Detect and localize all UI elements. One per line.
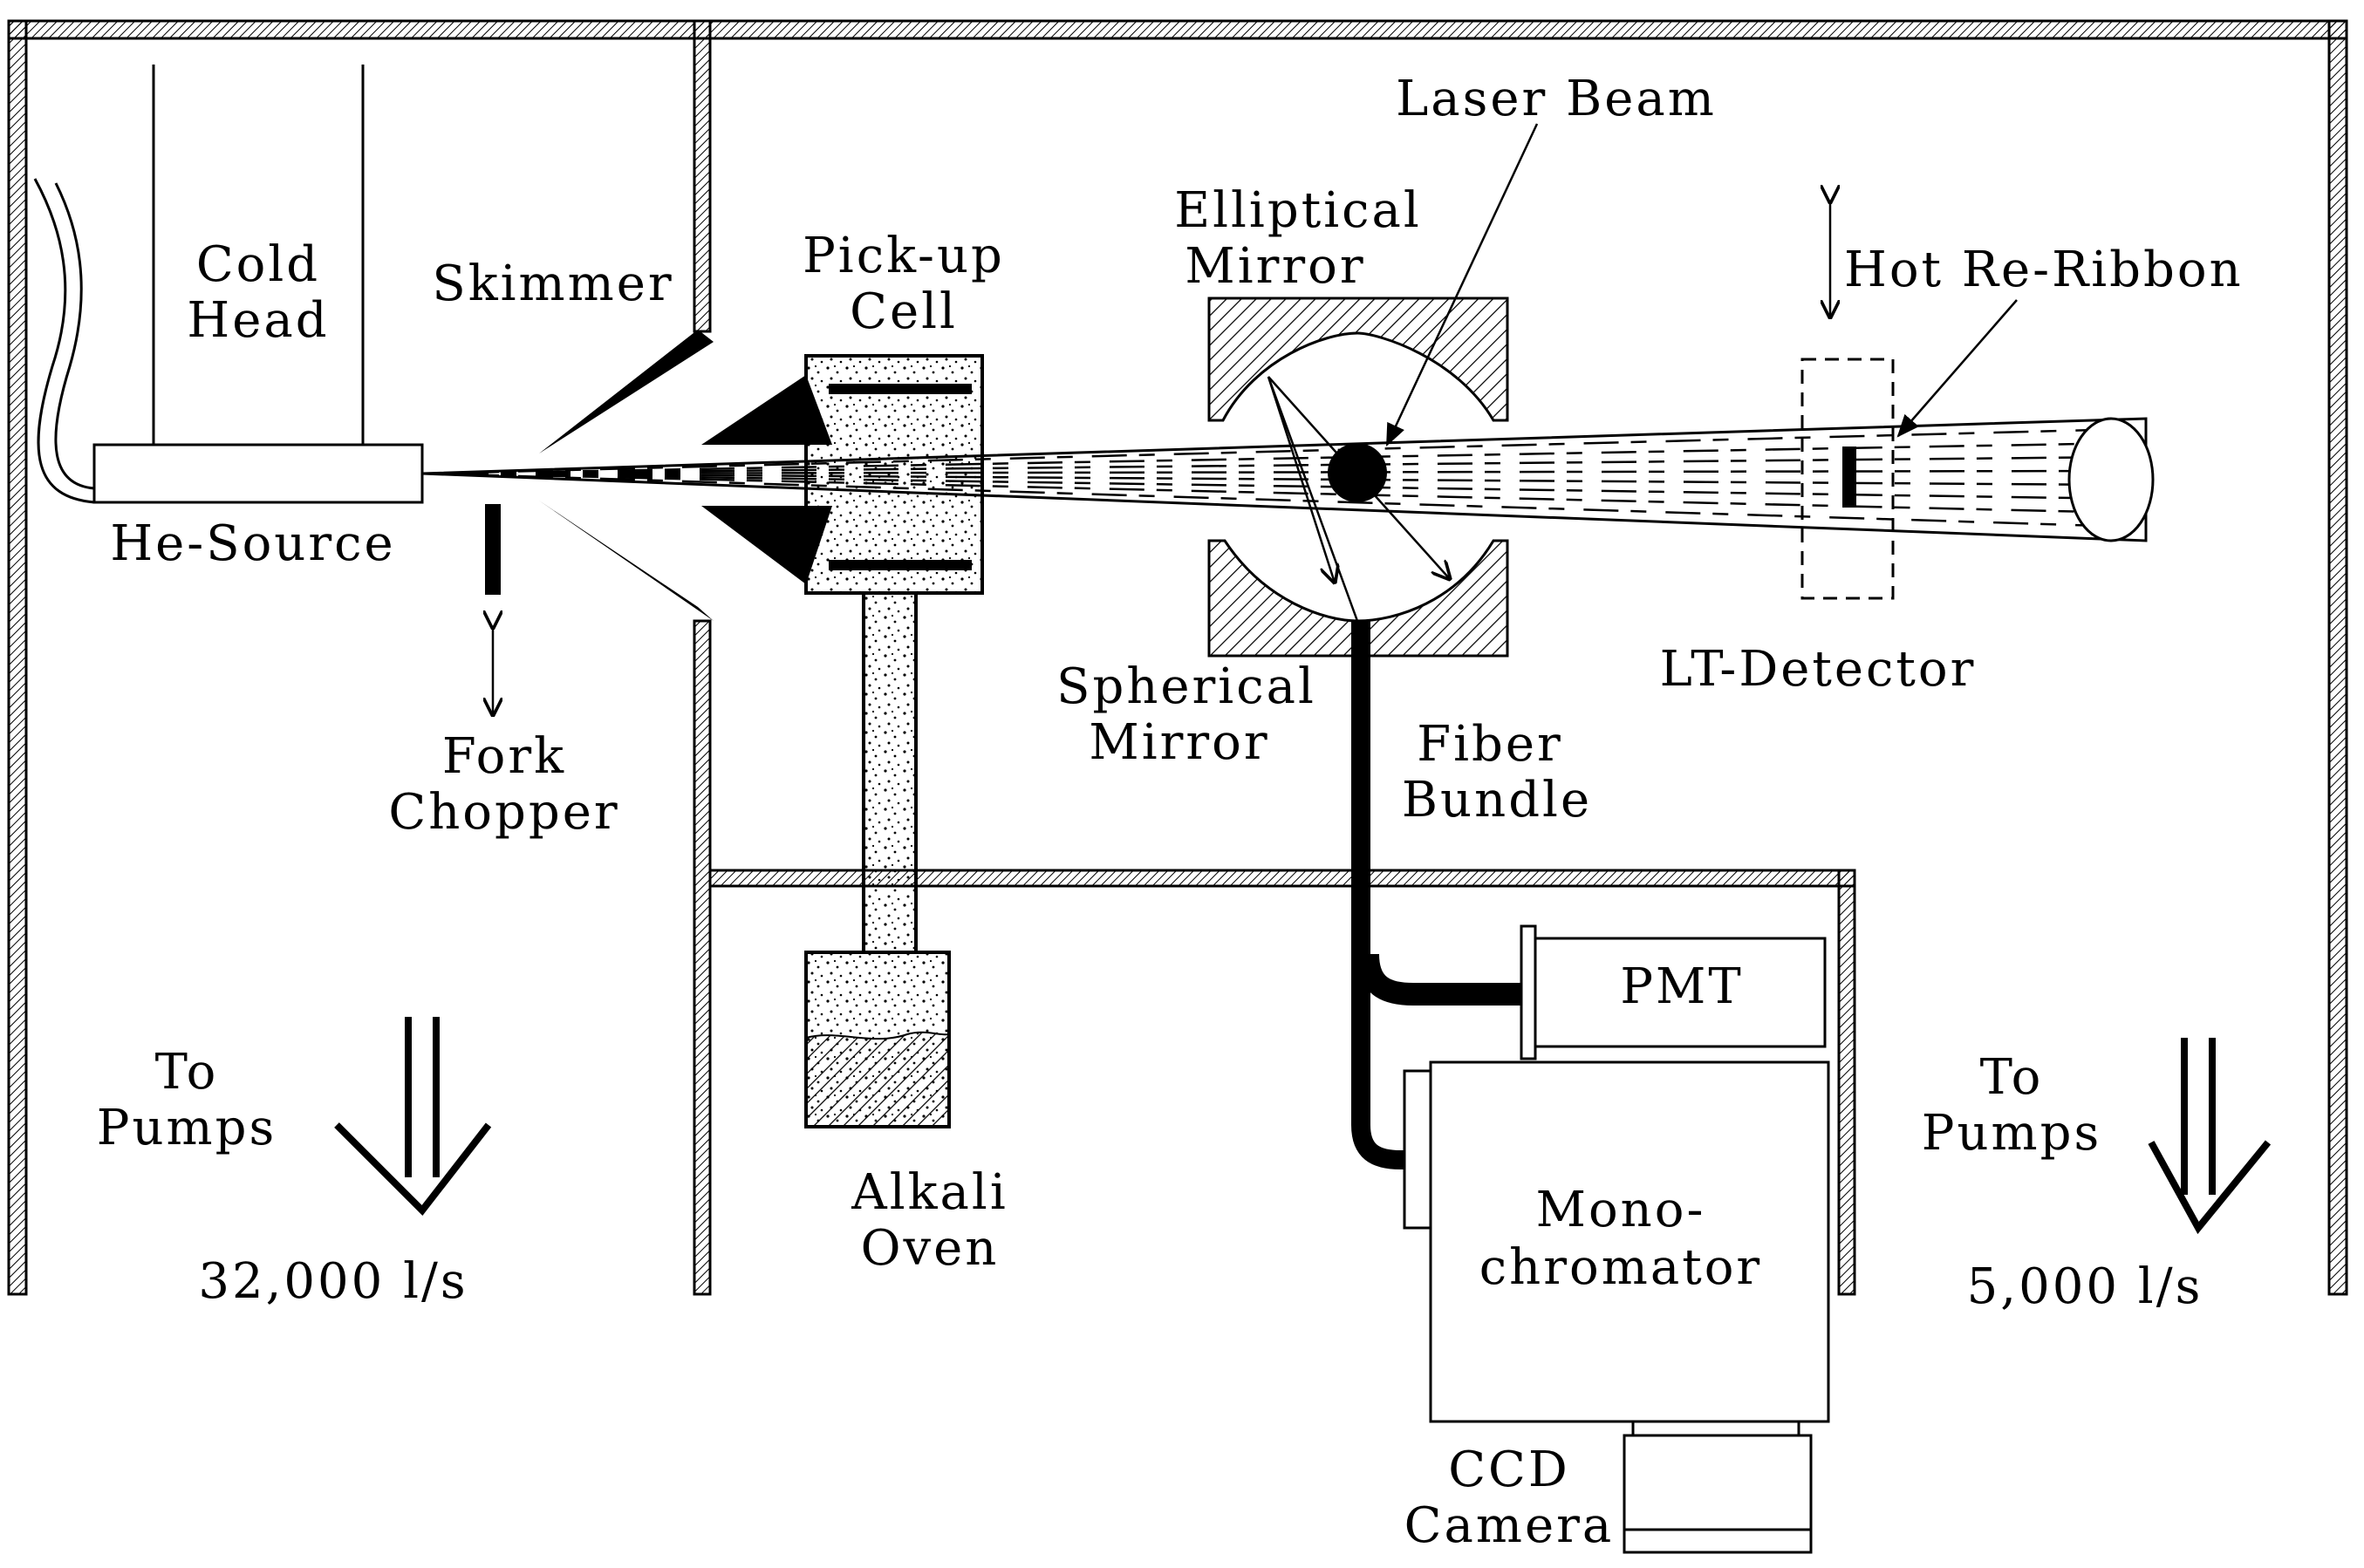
pumps-right-label-2: Pumps [1922,1105,2101,1162]
pmt [1520,924,1827,1060]
top-wall-left [7,19,696,40]
skimmer [539,330,714,621]
monochromator-label-2: chromator [1479,1239,1762,1296]
pumps-left-label-2: Pumps [97,1100,277,1156]
pump-arrow-right [2148,1038,2272,1235]
spherical-mirror-label-1: Spherical [1056,658,1316,715]
lt-detector-frame [1800,358,1895,600]
laser-beam-arrow [1385,123,1539,447]
fiber-bundle-label-1: Fiber [1417,716,1563,773]
pickup-cell-label-2: Cell [850,283,958,340]
alkali-oven-label-2: Oven [861,1220,1000,1277]
hot-ribbon [1842,447,1856,508]
pumps-left-speed: 32,000 l/s [198,1253,468,1310]
mirror-assembly [1207,297,1509,658]
ccd-camera-label-2: Camera [1404,1497,1615,1554]
monochromator [1403,1060,1830,1423]
pump-arrow-left [334,1017,492,1217]
fiber-bundle-label-2: Bundle [1402,772,1592,828]
pumps-right-speed: 5,000 l/s [1967,1258,2203,1315]
alkali-oven-label-1: Alkali [851,1164,1008,1221]
cold-head-label-1: Cold [196,236,320,293]
he-source-nozzle [92,443,424,504]
pmt-label: PMT [1620,958,1743,1015]
cold-head-label-2: Head [187,292,329,349]
lt-detector-label: LT-Detector [1660,641,1977,698]
pickup-cell-label-1: Pick-up [803,228,1005,284]
divider-wall-lower [693,619,712,1296]
fork-chopper-label-1: Fork [442,728,566,785]
he-source-label: He-Source [110,515,395,572]
fiber-bundle [1351,621,1521,1169]
skimmer-label: Skimmer [432,256,673,312]
pumps-left-label-1: To [155,1044,219,1101]
ccd-camera-label-1: CCD [1448,1442,1570,1498]
fork-chopper-label-2: Chopper [388,784,619,841]
laser-beam-label: Laser Beam [1396,71,1717,127]
hot-ribbon-pointer [1896,299,2018,438]
alkali-oven [804,951,951,1128]
pickup-cell [701,354,984,954]
inner-chamber-right [1837,869,1856,1296]
spherical-mirror-label-2: Mirror [1089,714,1269,771]
chamber-walls [7,19,2348,1296]
hot-ribbon-label: Hot Re-Ribbon [1844,242,2244,298]
top-wall-right [693,19,2348,40]
pumps-right-label-1: To [1980,1049,2044,1106]
right-outer-wall [2327,19,2348,1296]
cold-head [33,65,365,504]
beam-end-ellipse [2067,417,2155,542]
fork-chopper-blade [485,504,501,595]
ccd-camera [1623,1420,1813,1554]
elliptical-mirror-label-2: Mirror [1185,238,1365,295]
monochromator-label-1: Mono- [1536,1182,1706,1238]
left-outer-wall [7,19,28,1296]
elliptical-mirror-label-1: Elliptical [1174,182,1422,239]
divider-wall-upper [693,19,712,333]
